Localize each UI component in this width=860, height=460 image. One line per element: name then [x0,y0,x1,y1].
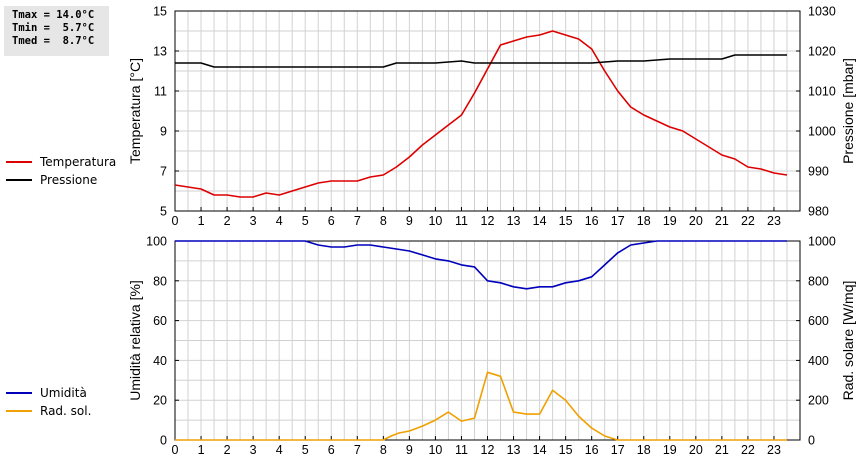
x-tick-label: 18 [637,443,651,457]
legend-swatch-pressione [6,179,32,181]
x-tick-label: 11 [455,214,468,228]
y2-tick-label: 990 [808,165,829,179]
legend-label-pressione: Pressione [40,173,98,187]
y-tick-label: 20 [153,394,167,408]
x-tick-label: 1 [198,214,205,228]
y-tick-label: 15 [153,5,167,19]
legend-swatch-umidita [6,392,32,394]
x-tick-label: 3 [250,443,257,457]
x-tick-label: 8 [380,214,387,228]
y2-axis-label: Pressione [mbar] [840,58,856,164]
y-tick-label: 40 [153,354,167,368]
x-tick-label: 17 [611,214,625,228]
x-tick-label: 17 [611,443,625,457]
y-tick-label: 60 [153,314,167,328]
y2-tick-label: 1020 [808,45,836,59]
series-line-umidit [175,240,787,290]
x-tick-label: 22 [741,214,755,228]
tmed-text: Tmed = 8.7°C [12,35,95,47]
y-tick-label: 11 [154,85,167,99]
x-tick-label: 13 [507,443,521,457]
legend-item-umidita: Umidità [6,384,91,402]
x-tick-label: 0 [172,214,179,228]
x-tick-label: 2 [224,214,231,228]
x-tick-label: 19 [663,214,677,228]
x-tick-label: 0 [172,443,179,457]
x-tick-label: 4 [276,214,283,228]
legend-top: Temperatura Pressione [6,153,116,189]
y-tick-label: 80 [153,274,167,288]
y2-tick-label: 600 [808,314,829,328]
x-tick-label: 7 [354,443,361,457]
x-tick-label: 23 [767,214,781,228]
x-tick-label: 4 [276,443,283,457]
x-tick-label: 12 [481,214,495,228]
x-tick-label: 9 [406,443,413,457]
x-tick-label: 15 [559,443,573,457]
x-tick-label: 14 [533,443,547,457]
x-tick-label: 21 [715,214,729,228]
x-tick-label: 7 [354,214,361,228]
x-tick-label: 6 [328,443,335,457]
tmax-text: Tmax = 14.0°C [12,9,95,21]
x-tick-label: 20 [689,443,703,457]
y2-tick-label: 1000 [808,235,836,249]
stats-box: Tmax = 14.0°C Tmin = 5.7°C Tmed = 8.7°C [4,6,109,56]
y-tick-label: 7 [160,165,167,179]
legend-label-rad-sol: Rad. sol. [40,404,92,418]
tmin-text: Tmin = 5.7°C [12,22,95,34]
y-tick-label: 100 [146,235,167,249]
x-tick-label: 10 [428,443,442,457]
y2-tick-label: 1030 [808,5,836,19]
series-line-pressione [175,54,787,68]
x-tick-label: 6 [328,214,335,228]
legend-swatch-rad-sol [6,410,32,412]
legend-item-pressione: Pressione [6,171,116,189]
x-tick-label: 22 [741,443,755,457]
y-axis-label: Umidità relativa [%] [127,280,143,401]
x-tick-label: 5 [302,214,309,228]
x-tick-label: 19 [663,443,677,457]
y-tick-label: 13 [153,45,167,59]
y2-tick-label: 1000 [808,125,836,139]
y2-axis-label: Rad. solare [W/mq] [840,281,856,401]
x-tick-label: 9 [406,214,413,228]
x-tick-label: 16 [585,214,599,228]
legend-item-rad-sol: Rad. sol. [6,402,91,420]
x-tick-label: 11 [455,443,468,457]
y2-tick-label: 0 [808,434,815,448]
x-tick-label: 16 [585,443,599,457]
y-tick-label: 0 [160,434,167,448]
x-tick-label: 12 [481,443,495,457]
y-tick-label: 9 [160,125,167,139]
x-tick-label: 2 [224,443,231,457]
x-tick-label: 5 [302,443,309,457]
y2-tick-label: 1010 [808,85,836,99]
y2-tick-label: 800 [808,274,829,288]
x-tick-label: 18 [637,214,651,228]
y2-tick-label: 200 [808,394,829,408]
x-tick-label: 21 [715,443,729,457]
x-tick-label: 3 [250,214,257,228]
x-tick-label: 15 [559,214,573,228]
y-tick-label: 5 [160,205,167,219]
legend-label-temperatura: Temperatura [40,155,117,169]
series-line-rad-sol [175,371,787,441]
y2-tick-label: 400 [808,354,829,368]
x-tick-label: 8 [380,443,387,457]
y-axis-label: Temperatura [°C] [127,58,143,164]
x-tick-label: 13 [507,214,521,228]
x-tick-label: 23 [767,443,781,457]
legend-swatch-temperatura [6,161,32,163]
x-tick-label: 1 [198,443,205,457]
x-tick-label: 14 [533,214,547,228]
legend-label-umidita: Umidità [40,386,87,400]
x-tick-label: 10 [428,214,442,228]
legend-item-temperatura: Temperatura [6,153,116,171]
series-line-temperatura [174,30,788,198]
x-tick-label: 20 [689,214,703,228]
y2-tick-label: 980 [808,205,829,219]
